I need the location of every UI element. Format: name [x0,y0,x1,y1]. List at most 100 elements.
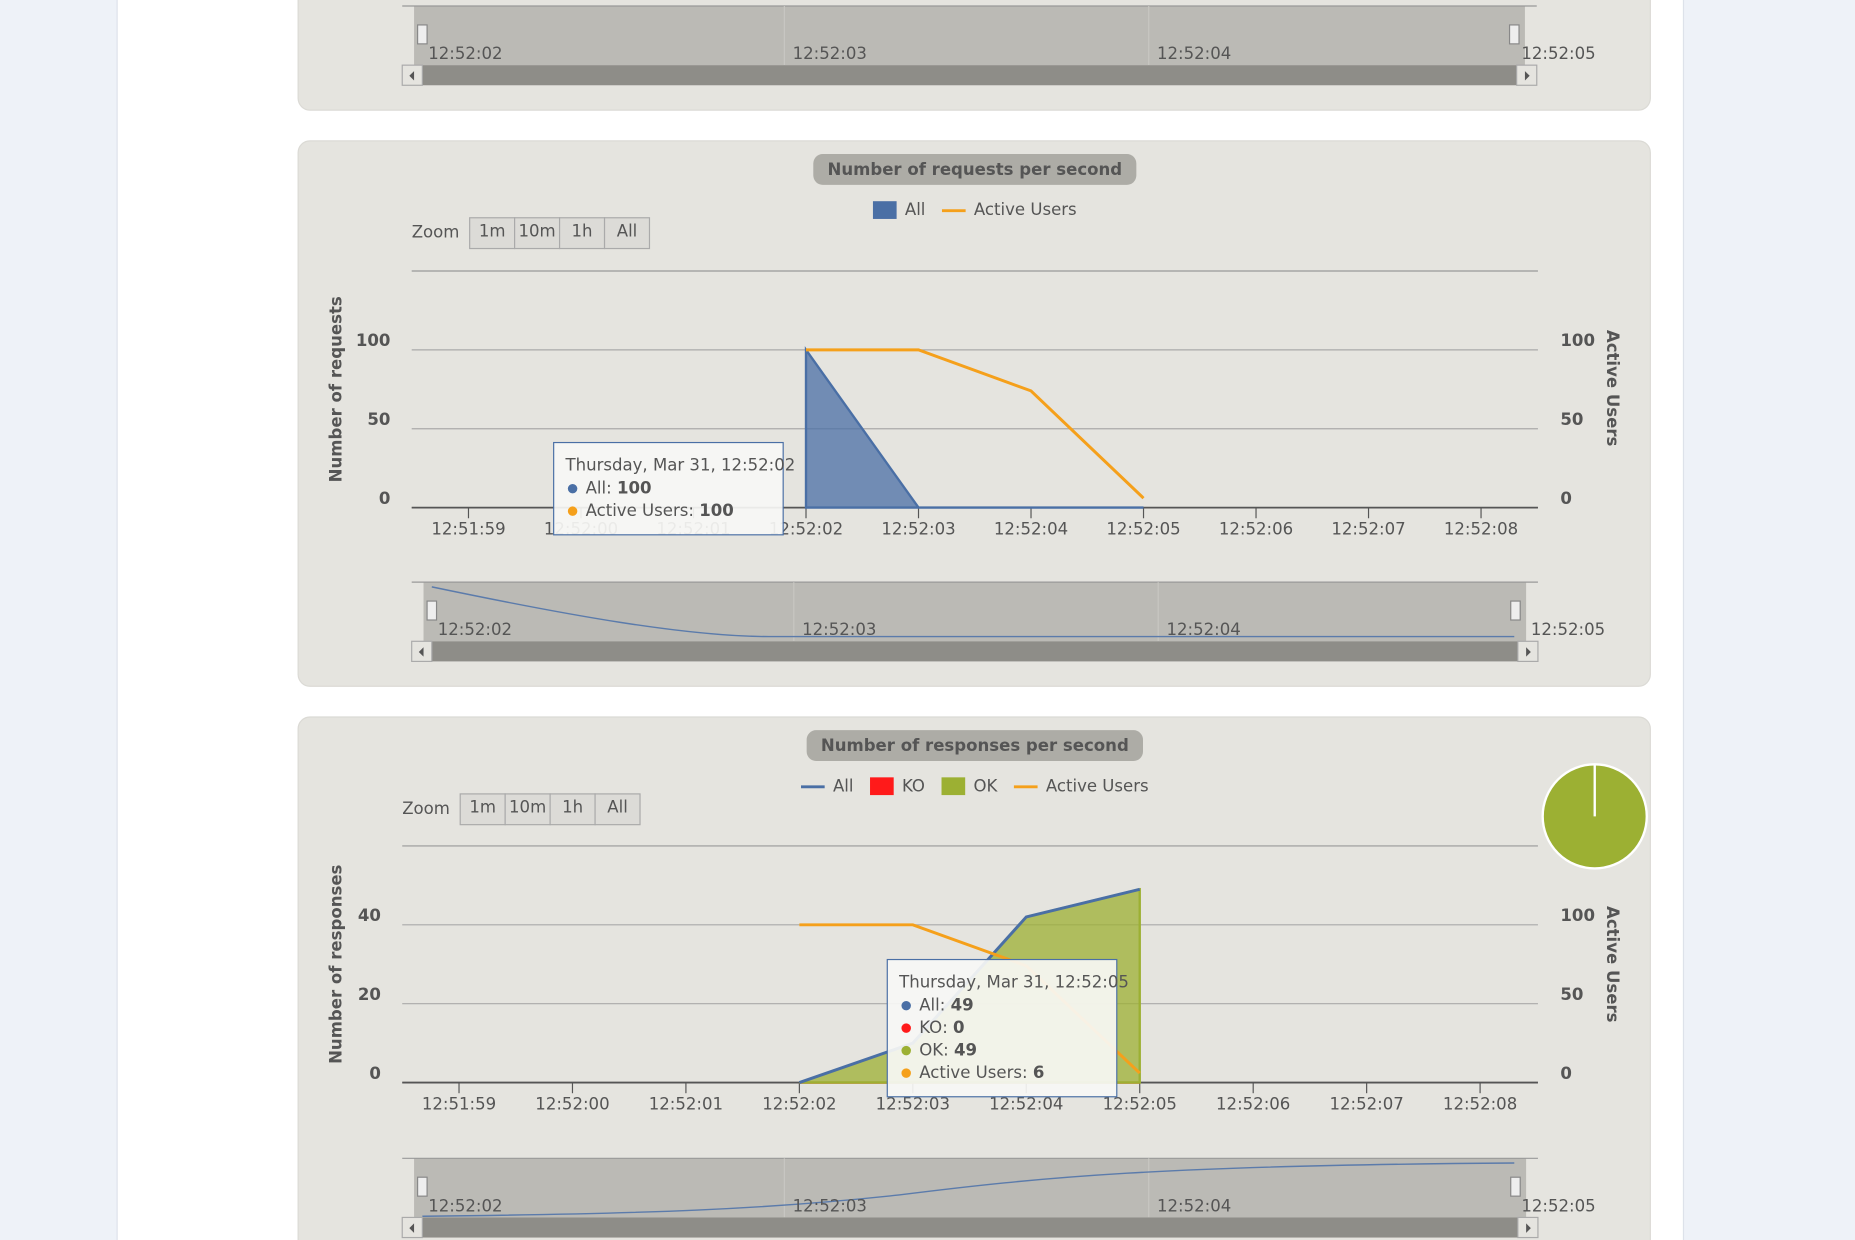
navigator-mask [414,1158,1527,1218]
navigator-handle[interactable] [417,1176,428,1197]
navigator-handle[interactable] [1510,1176,1521,1197]
y2-tick-label: 50 [1560,985,1583,1004]
line [806,348,1145,500]
scrollbar [402,65,1537,86]
zoom-button-label: 1m [479,221,506,240]
navigator-handle[interactable] [417,24,428,45]
navigator-label: 12:52:04 [1157,1196,1231,1215]
zoom-button[interactable] [594,793,641,826]
x-tick-label: 12:52:02 [762,1095,836,1114]
scroll-arrow [1524,71,1530,81]
x-tick-label: 12:52:05 [1106,520,1180,539]
tooltip-value: 100 [699,501,734,520]
tooltip-value: 6 [1033,1063,1045,1082]
zoom-button[interactable] [459,793,506,826]
tooltip-sep: : [606,478,617,497]
navigator-label: 12:52:05 [1521,44,1595,63]
zoom-button[interactable] [603,217,651,250]
x-tick-label: 12:52:03 [876,1095,950,1114]
tooltip-row: KO: 0 [919,1018,964,1037]
y2-tick-label: 0 [1560,489,1572,508]
legend-label[interactable]: All [833,776,854,795]
tooltip-row: All: 49 [919,995,973,1014]
zoom-button[interactable] [549,793,596,826]
navigator-series [431,586,1515,638]
navigator-mask [414,6,1525,66]
legend: All Active Users [872,200,1077,219]
navigator-handle[interactable] [426,600,438,621]
y2-tick-label: 100 [1560,906,1595,925]
zoom-button-label: 1m [469,798,496,817]
navigator-label: 12:52:02 [428,1196,502,1215]
zoom-button-label: 10m [519,221,556,240]
area [804,346,1144,509]
panel [297,140,1651,687]
scroll-arrow [1526,1223,1531,1233]
tooltip-sep: : [1022,1063,1033,1082]
y-axis-label: Number of requests [327,296,346,482]
zoom-button[interactable] [514,217,561,250]
legend-label[interactable]: Active Users [974,200,1077,219]
x-tick-label: 12:52:07 [1329,1095,1403,1114]
y-tick-label: 100 [356,331,391,350]
navigator-handle[interactable] [1508,24,1520,45]
tooltip-sep: : [940,995,951,1014]
tooltip-box [553,441,784,536]
navigator-handle[interactable] [1510,600,1521,621]
navigator-label: 12:52:05 [1521,1196,1595,1215]
x-tick-label: 12:52:04 [989,1095,1063,1114]
x-tick-label: 12:52:02 [769,520,843,539]
scroll-arrow [409,1223,415,1233]
chart-title: Number of responses per second [821,736,1129,755]
x-tick-label: 12:52:03 [881,520,955,539]
zoom-label: Zoom [412,223,460,242]
navigator-label: 12:52:05 [1531,620,1605,639]
tooltip-value: 49 [954,1040,977,1059]
y2-tick-label: 50 [1560,410,1583,429]
y2-axis-label: Active Users [1603,330,1622,447]
legend-symbol [872,201,897,219]
tooltip-value: 100 [617,478,652,497]
tooltip-sep: : [942,1018,953,1037]
tooltip-name: KO [919,1018,942,1037]
tooltip-header: Thursday, Mar 31, 12:52:05 [898,973,1129,992]
x-tick-label: 12:52:08 [1444,520,1518,539]
zoom-button-label: All [617,221,638,240]
x-tick-label: 12:52:06 [1219,520,1293,539]
legend-label[interactable]: All [905,200,926,219]
y-tick-label: 0 [369,1064,381,1083]
legend-symbol [870,777,894,796]
tooltip-row: OK: 49 [919,1040,977,1059]
x-tick-label: 12:52:06 [1216,1095,1290,1114]
x-tick-label: 12:52:05 [1103,1095,1177,1114]
tooltip-value: 0 [953,1018,965,1037]
tooltip-sep: : [688,501,699,520]
tooltip-name: All [586,478,607,497]
tooltip-header: Thursday, Mar 31, 12:52:02 [564,456,795,475]
title-box [806,730,1143,762]
tooltip-name: OK [919,1040,944,1059]
x-tick-label: 12:52:08 [1443,1095,1517,1114]
x-tick-label: 12:52:00 [535,1095,609,1114]
zoom-button[interactable] [504,793,551,826]
y2-axis-label: Active Users [1603,906,1622,1023]
chart-title: Number of requests per second [827,160,1122,179]
tooltip-dot [901,1000,911,1011]
tooltip-name: All [919,995,940,1014]
y-tick-label: 40 [358,906,381,925]
tooltip-dot [901,1045,911,1056]
tooltip-value: 49 [951,995,974,1014]
navigator-label: 12:52:03 [802,620,876,639]
y2-tick-label: 0 [1560,1064,1572,1083]
tooltip: Thursday, Mar 31, 12:52:05 All: 49 KO: 0 OK… [886,958,1129,1098]
legend: All KO OK Active Users [801,776,1149,795]
title-box [813,154,1137,185]
navigator-label: 12:52:03 [793,44,867,63]
zoom-button[interactable] [469,217,516,250]
legend-label[interactable]: OK [973,776,998,795]
y2-tick-label: 100 [1560,331,1595,350]
legend-label[interactable]: Active Users [1046,776,1149,795]
x-tick-label: 12:52:04 [994,520,1068,539]
zoom-button-label: 1h [562,798,583,817]
legend-label[interactable]: KO [902,776,925,795]
